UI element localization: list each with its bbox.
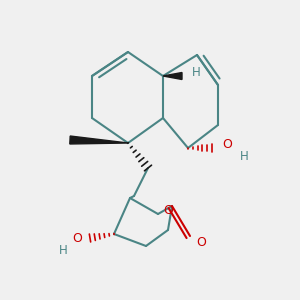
Polygon shape <box>163 73 182 80</box>
Text: O: O <box>222 137 232 151</box>
Text: O: O <box>163 203 173 217</box>
Text: H: H <box>59 244 68 256</box>
Text: O: O <box>196 236 206 248</box>
Text: H: H <box>240 149 249 163</box>
Text: O: O <box>72 232 82 244</box>
Text: H: H <box>192 65 201 79</box>
Polygon shape <box>70 136 128 144</box>
